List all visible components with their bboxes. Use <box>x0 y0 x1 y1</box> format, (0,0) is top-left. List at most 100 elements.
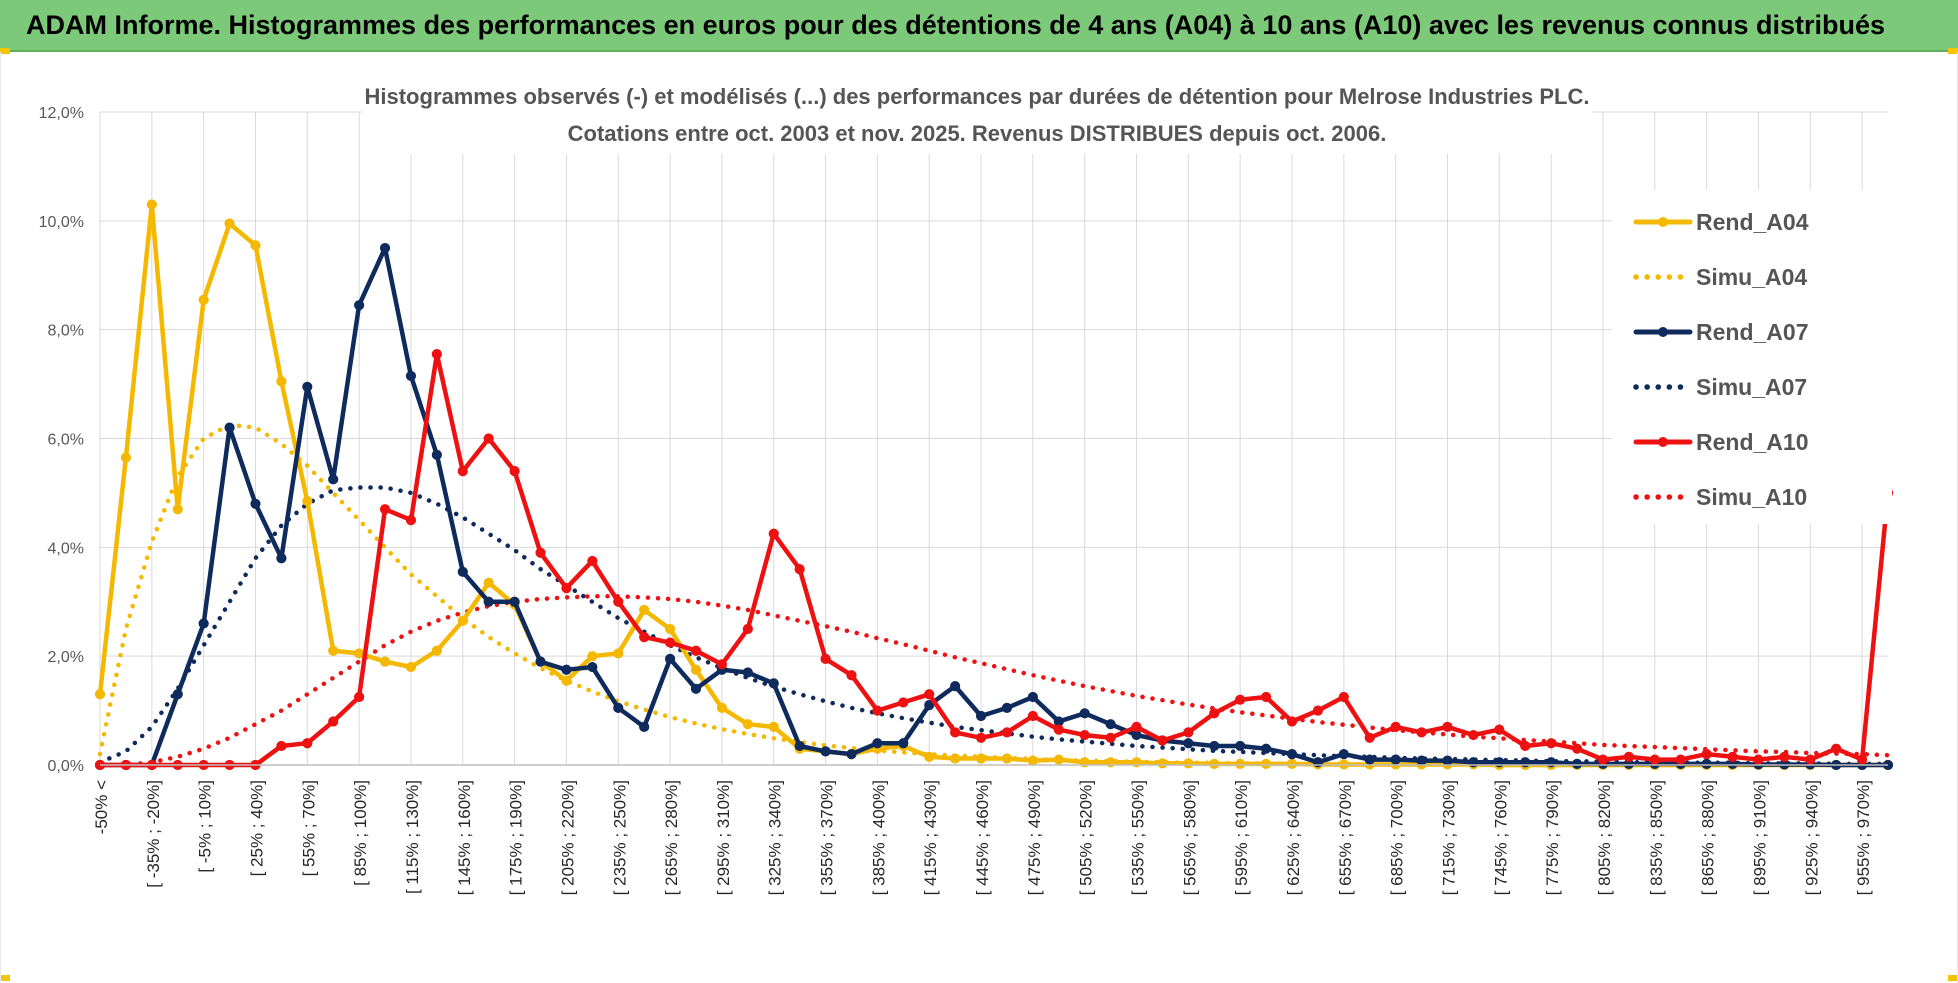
data-point-Rend_A10 <box>613 596 624 607</box>
data-point-Rend_A10 <box>1649 754 1660 765</box>
data-point-Rend_A04 <box>742 719 753 730</box>
data-point-Rend_A10 <box>1831 743 1842 754</box>
data-point-Rend_A04 <box>1157 758 1168 769</box>
data-point-Rend_A07 <box>1416 755 1427 766</box>
x-tick-label: [ 655% ; 670%] <box>1336 780 1355 895</box>
legend-label-Simu_A04: Simu_A04 <box>1696 264 1807 290</box>
data-point-Rend_A07 <box>768 678 779 689</box>
data-point-Rend_A07 <box>1027 691 1038 703</box>
data-point-Rend_A10 <box>1183 727 1194 738</box>
data-point-Rend_A04 <box>431 645 442 656</box>
x-tick-label: [ 625% ; 640%] <box>1284 780 1303 895</box>
chart-subtitle: Cotations entre oct. 2003 et nov. 2025. … <box>568 121 1387 146</box>
data-point-Rend_A10 <box>1105 732 1116 743</box>
y-tick-label: 0,0% <box>48 758 84 775</box>
data-point-Rend_A07 <box>457 566 468 577</box>
data-point-Rend_A07 <box>1442 755 1453 766</box>
data-point-Rend_A07 <box>1079 708 1090 719</box>
data-point-Rend_A04 <box>975 753 987 764</box>
data-point-Rend_A04 <box>457 615 468 626</box>
chart-legend: Rend_A04 Simu_A04 Rend_A07 Simu_A07 Rend_A10… <box>1612 190 1892 524</box>
x-tick-label: [ 595% ; 610%] <box>1232 780 1251 895</box>
legend-label-Simu_A07: Simu_A07 <box>1696 374 1807 400</box>
data-point-Rend_A10 <box>975 732 987 743</box>
data-point-Rend_A07 <box>354 300 365 311</box>
data-point-Rend_A07 <box>509 596 520 607</box>
x-tick-label: [ 445% ; 460%] <box>973 780 992 895</box>
data-point-Rend_A04 <box>405 661 417 673</box>
data-point-Rend_A10 <box>1235 694 1246 705</box>
data-point-Rend_A04 <box>1183 758 1194 769</box>
data-point-Rend_A07 <box>975 710 987 722</box>
x-tick-label: [ 115% ; 130%] <box>403 780 422 894</box>
data-point-Rend_A07 <box>924 700 935 711</box>
data-point-Rend_A10 <box>1468 729 1479 741</box>
data-point-Rend_A10 <box>1260 691 1272 703</box>
data-point-Rend_A07 <box>276 553 287 564</box>
data-point-Rend_A07 <box>224 422 235 433</box>
data-point-Rend_A10 <box>1623 751 1634 762</box>
data-point-Rend_A07 <box>1338 749 1349 760</box>
data-point-Rend_A10 <box>898 697 909 708</box>
legend-marker-Rend_A04 <box>1658 217 1668 227</box>
data-point-Rend_A04 <box>1053 754 1064 765</box>
data-point-Rend_A07 <box>328 474 339 485</box>
data-point-Rend_A04 <box>950 753 961 764</box>
x-tick-label: [ 775% ; 790%] <box>1543 780 1562 895</box>
data-point-Rend_A10 <box>690 645 702 656</box>
corner-accent <box>1948 48 1958 54</box>
legend-marker-Rend_A10 <box>1658 437 1668 447</box>
legend-label-Simu_A10: Simu_A10 <box>1696 484 1807 510</box>
x-tick-label: [ -35% ; -20%] <box>144 780 163 888</box>
data-point-Rend_A07 <box>639 721 650 733</box>
chart-axis-layer: 0,0% 2,0% 4,0% 6,0% 8,0% 10,0% 12,0% -50% < [ -3… <box>39 105 1888 895</box>
x-tick-label: [ 205% ; 220%] <box>558 780 577 895</box>
data-point-Rend_A04 <box>379 656 391 667</box>
data-point-Rend_A07 <box>742 667 753 678</box>
data-point-Rend_A04 <box>146 199 157 210</box>
x-tick-label: [ 55% ; 70%] <box>299 780 318 876</box>
data-point-Rend_A10 <box>1131 721 1142 733</box>
data-point-Rend_A04 <box>1001 753 1013 764</box>
data-point-Rend_A04 <box>1286 758 1298 770</box>
data-point-Rend_A10 <box>1571 743 1583 754</box>
data-point-Rend_A10 <box>716 659 728 670</box>
y-tick-label: 10,0% <box>39 214 84 231</box>
data-point-Rend_A07 <box>431 449 442 460</box>
data-point-Rend_A04 <box>690 664 702 675</box>
data-point-Rend_A07 <box>1183 738 1194 749</box>
data-point-Rend_A10 <box>1597 754 1609 765</box>
data-point-Rend_A10 <box>1312 705 1324 716</box>
corner-accent <box>0 975 10 981</box>
data-point-Rend_A10 <box>794 564 805 575</box>
data-point-Rend_A10 <box>950 727 961 738</box>
data-point-Rend_A10 <box>742 623 753 635</box>
data-point-Rend_A07 <box>613 702 624 713</box>
data-point-Rend_A10 <box>302 738 313 749</box>
data-point-Rend_A10 <box>846 670 857 681</box>
x-tick-label: [ 355% ; 370%] <box>818 780 837 895</box>
chart-title-background <box>362 78 1592 154</box>
data-point-Rend_A07 <box>1235 740 1246 752</box>
data-point-Rend_A07 <box>483 596 494 607</box>
data-point-Rend_A04 <box>1027 755 1038 766</box>
data-point-Rend_A10 <box>1520 740 1531 752</box>
data-point-Rend_A10 <box>820 653 831 664</box>
data-point-Rend_A07 <box>1001 702 1013 713</box>
data-point-Rend_A07 <box>405 370 417 382</box>
data-point-Rend_A10 <box>561 583 572 594</box>
data-point-Rend_A04 <box>276 376 287 387</box>
x-tick-label: [ 295% ; 310%] <box>714 780 733 895</box>
x-tick-label: [ 865% ; 880%] <box>1699 780 1718 895</box>
data-point-Rend_A04 <box>613 648 624 659</box>
data-point-Rend_A10 <box>1053 724 1064 735</box>
x-tick-label: [ 145% ; 160%] <box>455 780 474 895</box>
data-point-Rend_A07 <box>1260 743 1272 754</box>
data-point-Rend_A10 <box>1338 691 1349 703</box>
data-point-Rend_A04 <box>561 675 572 686</box>
corner-accent <box>0 48 10 54</box>
data-point-Rend_A10 <box>405 515 417 526</box>
data-point-Rend_A07 <box>1390 754 1401 765</box>
data-point-Rend_A07 <box>587 661 598 673</box>
data-point-Rend_A07 <box>872 738 883 749</box>
